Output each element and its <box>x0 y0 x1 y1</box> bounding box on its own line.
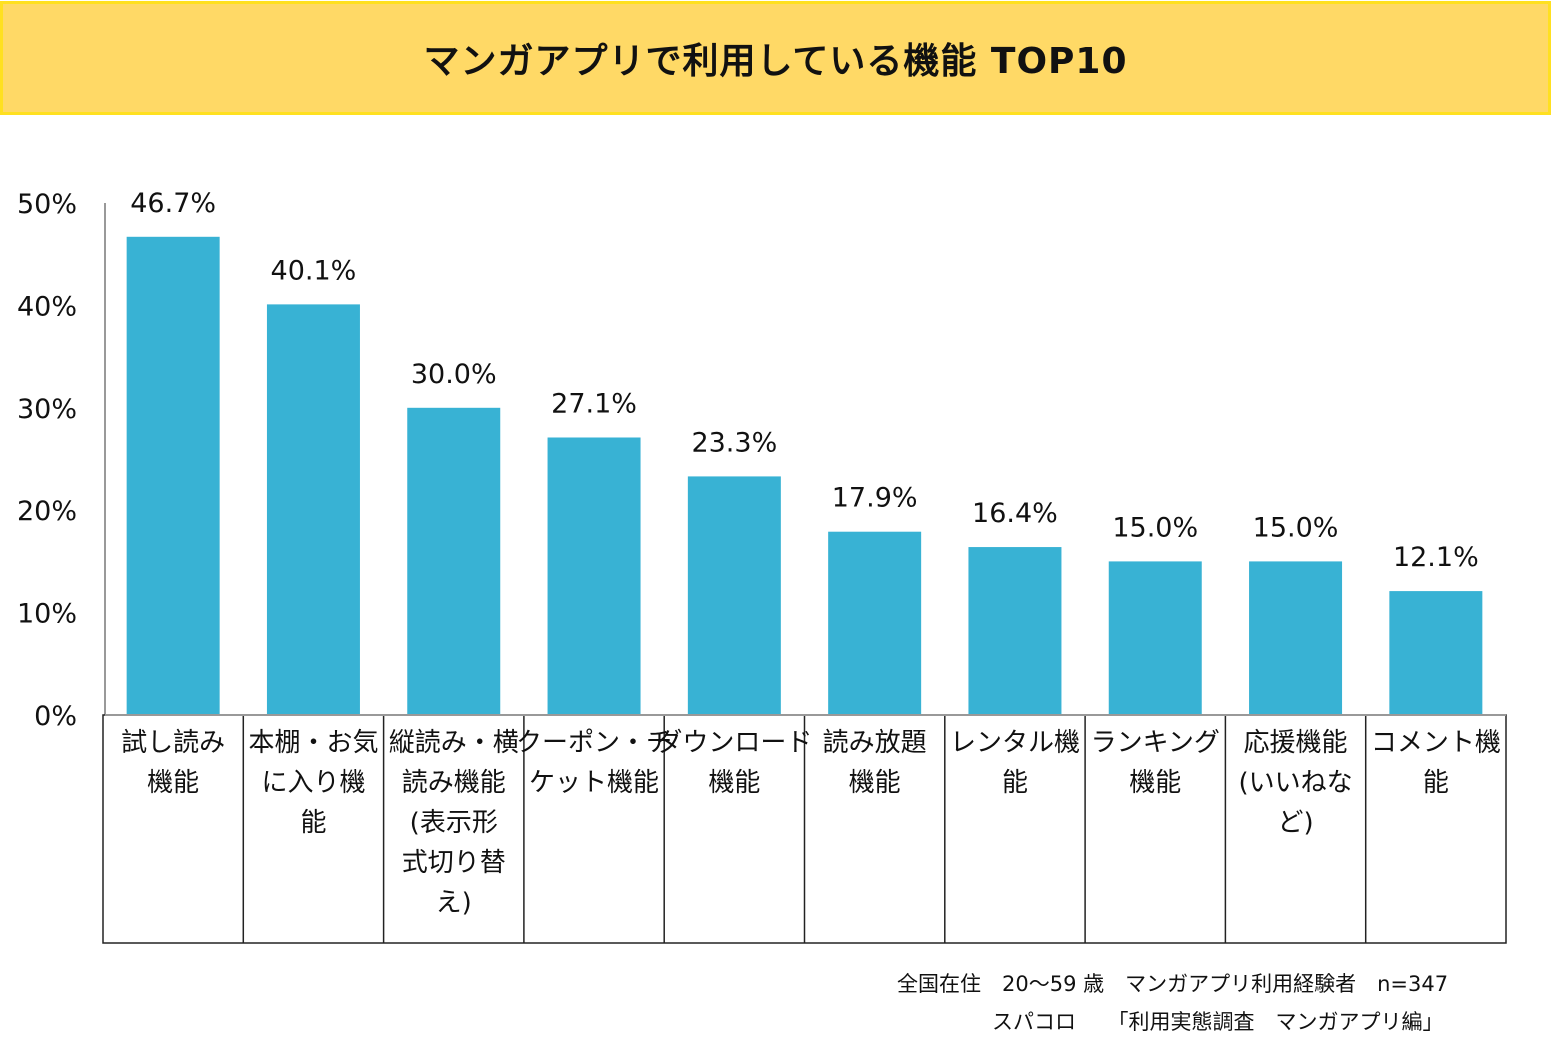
survey-note: 全国在住 20～59 歳 マンガアプリ利用経験者 n=347 <box>897 972 1449 996</box>
chart-title: マンガアプリで利用している機能 TOP10 <box>423 41 1128 82</box>
x-tick-label: 応援機能(いいねなど) <box>1238 728 1352 838</box>
y-tick-label: 20% <box>17 496 77 527</box>
bar <box>126 236 220 716</box>
bar <box>1108 561 1202 715</box>
data-label: 16.4% <box>972 498 1058 529</box>
data-label: 30.0% <box>411 359 497 390</box>
data-label: 15.0% <box>1112 512 1198 543</box>
bar <box>407 407 501 715</box>
x-tick-label: 本棚・お気に入り機能 <box>248 728 378 838</box>
y-tick-label: 0% <box>34 701 77 732</box>
bar <box>828 531 922 715</box>
bar <box>1249 561 1343 715</box>
bar <box>547 437 641 715</box>
bar <box>1389 591 1483 715</box>
x-tick-label: ダウンロード機能 <box>656 728 812 798</box>
x-tick-label: 縦読み・横読み機能(表示形式切り替え) <box>389 728 519 918</box>
x-tick-label: 読み放題機能 <box>823 728 927 798</box>
x-tick-label: クーポン・チケット機能 <box>516 728 672 798</box>
bar <box>266 304 360 715</box>
x-tick-label: コメント機能 <box>1371 728 1501 798</box>
bar-chart: 0% 10% 20% 30% 40% 50% 46.7% 試し読み機能 40.1% 本棚・お気に入… <box>17 188 1507 944</box>
x-tick-label: ランキング機能 <box>1091 728 1220 798</box>
x-tick-label: レンタル機能 <box>950 728 1080 798</box>
data-label: 40.1% <box>271 255 357 286</box>
x-tick-label: 試し読み機能 <box>121 728 225 798</box>
data-label: 12.1% <box>1393 542 1479 573</box>
data-label: 46.7% <box>130 188 216 219</box>
y-tick-label: 40% <box>17 291 77 322</box>
title-banner: マンガアプリで利用している機能 TOP10 <box>0 1 1551 115</box>
data-label: 23.3% <box>691 427 777 458</box>
bar <box>968 547 1062 715</box>
data-label: 15.0% <box>1253 512 1339 543</box>
data-label: 17.9% <box>832 483 918 514</box>
y-tick-label: 30% <box>17 394 77 425</box>
source-note: スパコロ 「利用実態調査 マンガアプリ編」 <box>992 1010 1444 1034</box>
y-tick-label: 50% <box>17 189 77 220</box>
bar <box>687 476 781 715</box>
y-tick-label: 10% <box>17 599 77 630</box>
data-label: 27.1% <box>551 388 637 419</box>
